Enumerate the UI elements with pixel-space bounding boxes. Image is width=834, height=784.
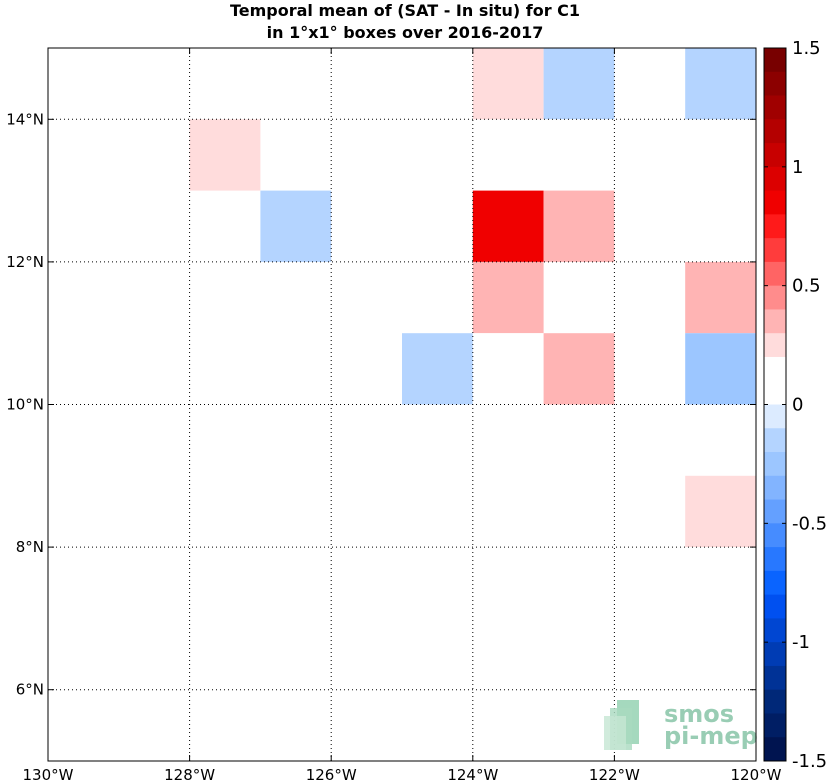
- y-tick-label: 14°N: [6, 110, 44, 128]
- y-axis-ticks: 6°N 8°N 10°N 12°N 14°N: [6, 110, 756, 699]
- heatmap-cell: [685, 48, 756, 120]
- colorbar-segment: [764, 214, 786, 239]
- y-tick-label: 10°N: [6, 396, 44, 414]
- colorbar-segment: [764, 404, 786, 429]
- colorbar-segment: [764, 428, 786, 453]
- heatmap-cell: [48, 48, 119, 120]
- heatmap-cell: [543, 119, 615, 191]
- heatmap-cell: [260, 190, 332, 262]
- colorbar-segment: [764, 285, 786, 310]
- heatmap-cells: [48, 48, 756, 548]
- colorbar-tick-label: -1.5: [792, 751, 827, 772]
- logo-mark-front: [604, 716, 626, 750]
- colorbar-segment: [764, 452, 786, 477]
- colorbar: [764, 48, 786, 762]
- colorbar-segment: [764, 166, 786, 192]
- colorbar-segment: [764, 190, 786, 215]
- colorbar-segment: [764, 689, 786, 714]
- y-tick-label: 6°N: [16, 681, 44, 699]
- heatmap-cell: [472, 261, 544, 334]
- heatmap-cell: [189, 119, 261, 191]
- colorbar-tick-label: -0.5: [792, 513, 827, 534]
- chart-title-line-2: in 1°x1° boxes over 2016-2017: [267, 23, 544, 42]
- colorbar-tick-label: 1: [792, 157, 803, 178]
- logo-text-smos: smos: [664, 700, 734, 728]
- colorbar-segment: [764, 95, 786, 120]
- heatmap-cell: [472, 48, 544, 120]
- heatmap-cell: [543, 190, 615, 262]
- chart-title-line-1: Temporal mean of (SAT - In situ) for C1: [230, 1, 580, 20]
- gridlines: [48, 48, 756, 761]
- x-tick-label: 128°W: [164, 766, 215, 784]
- colorbar-ticks: 1.5 1 0.5 0 -0.5 -1 -1.5: [764, 38, 827, 772]
- logo-text-pimep: pi-mep: [664, 722, 758, 750]
- colorbar-segment: [764, 333, 786, 358]
- x-tick-label: 126°W: [306, 766, 357, 784]
- heatmap-cell: [472, 333, 544, 405]
- heatmap-cell: [685, 333, 756, 405]
- colorbar-segment: [764, 713, 786, 738]
- heatmap-cell: [543, 48, 615, 120]
- x-tick-label: 130°W: [23, 766, 74, 784]
- heatmap-cell: [48, 190, 119, 262]
- colorbar-segment: [764, 618, 786, 643]
- colorbar-segment: [764, 356, 786, 382]
- colorbar-segment: [764, 642, 786, 667]
- y-tick-label: 8°N: [16, 538, 44, 556]
- colorbar-tick-label: -1: [792, 632, 810, 653]
- heatmap-cell: [402, 475, 473, 548]
- x-tick-label: 120°W: [731, 766, 782, 784]
- colorbar-segment: [764, 71, 786, 97]
- colorbar-segment: [764, 475, 786, 501]
- colorbar-segment: [764, 309, 786, 334]
- colorbar-segment: [764, 119, 786, 144]
- heatmap-cell: [402, 333, 473, 405]
- heatmap-cell: [685, 475, 756, 548]
- heatmap-cell: [543, 333, 615, 405]
- colorbar-segment: [764, 238, 786, 263]
- x-tick-label: 122°W: [589, 766, 640, 784]
- colorbar-segment: [764, 570, 786, 596]
- colorbar-tick-label: 0: [792, 395, 803, 416]
- smos-pimep-logo: smos pi-mep: [604, 700, 758, 750]
- colorbar-tick-label: 1.5: [792, 38, 821, 59]
- colorbar-segment: [764, 737, 786, 762]
- heatmap-cell: [685, 261, 756, 334]
- colorbar-segment: [764, 547, 786, 572]
- y-tick-label: 12°N: [6, 253, 44, 271]
- x-tick-label: 124°W: [447, 766, 498, 784]
- heatmap-cell: [472, 190, 544, 262]
- colorbar-segment: [764, 499, 786, 524]
- colorbar-segment: [764, 523, 786, 548]
- colorbar-segment: [764, 380, 786, 405]
- colorbar-tick-label: 0.5: [792, 276, 821, 297]
- colorbar-segment: [764, 665, 786, 691]
- colorbar-segment: [764, 261, 786, 287]
- x-axis-ticks: 130°W 128°W 126°W 124°W 122°W 120°W: [23, 48, 782, 784]
- heatmap-cell: [614, 190, 686, 262]
- colorbar-segment: [764, 143, 786, 168]
- colorbar-segment: [764, 594, 786, 619]
- colorbar-segment: [764, 48, 786, 73]
